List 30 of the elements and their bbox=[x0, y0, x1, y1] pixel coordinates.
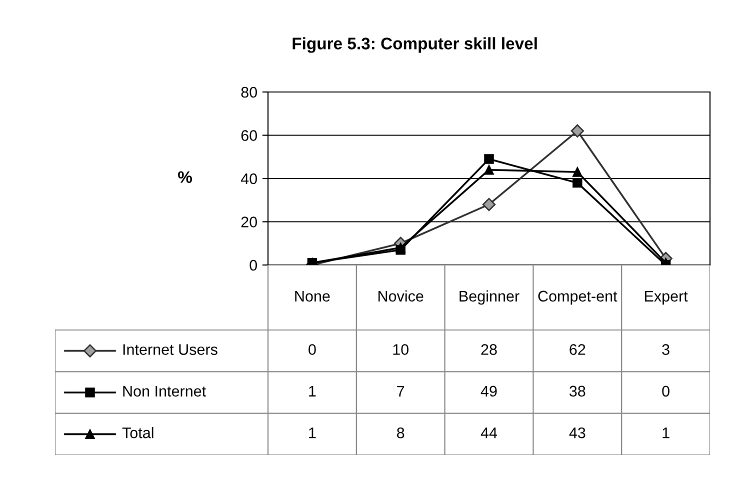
chart-title: Figure 5.3: Computer skill level bbox=[292, 37, 537, 53]
x-tick-label: Beginner bbox=[460, 290, 520, 305]
x-tick-label: Expert bbox=[644, 290, 688, 305]
legend-label: Non Internet bbox=[123, 386, 206, 397]
y-tick-label: 20 bbox=[241, 216, 257, 228]
data-label: 38 bbox=[569, 386, 586, 397]
data-label: 28 bbox=[481, 344, 497, 355]
data-label: 62 bbox=[570, 344, 586, 355]
x-tick-label: None bbox=[295, 290, 330, 302]
data-label: 1 bbox=[309, 386, 316, 396]
data-label: 0 bbox=[308, 344, 316, 355]
data-label: 44 bbox=[480, 428, 498, 438]
data-label: 7 bbox=[397, 386, 404, 396]
y-axis-title: % bbox=[178, 171, 192, 183]
x-tick-label: Compet-ent bbox=[538, 290, 618, 305]
data-label: 43 bbox=[569, 427, 586, 438]
legend-label: Total bbox=[122, 427, 154, 438]
y-tick-label: 80 bbox=[241, 86, 257, 98]
y-tick-label: 0 bbox=[250, 260, 257, 271]
data-label: 0 bbox=[662, 386, 670, 397]
y-tick-label: 60 bbox=[241, 130, 257, 141]
data-label: 49 bbox=[480, 386, 497, 397]
data-label: 8 bbox=[397, 427, 404, 438]
data-label: 3 bbox=[662, 344, 670, 355]
data-label: 10 bbox=[393, 344, 408, 355]
legend-label: Internet Users bbox=[123, 344, 218, 355]
data-label: 1 bbox=[309, 428, 316, 438]
data-label: 1 bbox=[662, 428, 670, 438]
x-tick-label: Novice bbox=[378, 290, 424, 302]
y-tick-label: 40 bbox=[240, 173, 257, 184]
